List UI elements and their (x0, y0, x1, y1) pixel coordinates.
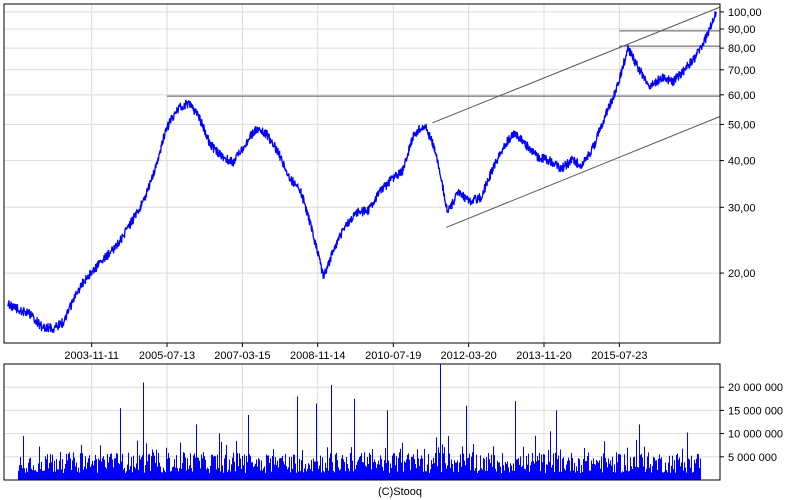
volume-y-tick-label: 15 000 000 (728, 405, 783, 417)
x-tick-label: 2007-03-15 (214, 350, 270, 362)
price-y-tick-label: 30,00 (728, 202, 756, 214)
price-y-tick-label: 50,00 (728, 119, 756, 131)
price-y-tick-label: 90,00 (728, 24, 756, 36)
x-tick-label: 2003-11-11 (64, 350, 119, 362)
x-tick-label: 2008-11-14 (290, 350, 345, 362)
x-axis: 2003-11-11 2005-07-13 2007-03-15 2008-11-14… (64, 343, 647, 362)
volume-y-axis: 5 000 000 10 000 000 15 000 000 20 000 000 (720, 382, 783, 464)
trend-line (445, 116, 721, 228)
x-tick-label: 2012-03-20 (441, 350, 497, 362)
volume-y-tick-label: 20 000 000 (728, 382, 783, 394)
price-y-tick-label: 40,00 (728, 156, 756, 168)
volume-bars (18, 364, 701, 480)
price-panel-frame (3, 3, 721, 344)
trend-line (432, 6, 721, 124)
copyright-footer: (C)Stooq (378, 486, 422, 498)
x-tick-label: 2015-07-23 (591, 350, 647, 362)
x-tick-label: 2013-11-20 (516, 350, 571, 362)
price-trend-lines (167, 6, 721, 228)
volume-y-tick-label: 5 000 000 (728, 452, 777, 464)
volume-panel-frame (3, 363, 721, 481)
x-tick-label: 2005-07-13 (139, 350, 195, 362)
price-y-tick-label: 60,00 (728, 90, 756, 102)
x-tick-label: 2010-07-19 (365, 350, 421, 362)
price-y-tick-label: 80,00 (728, 43, 756, 55)
price-y-tick-label: 20,00 (728, 268, 756, 280)
volume-y-tick-label: 10 000 000 (728, 429, 783, 441)
price-y-tick-label: 70,00 (728, 65, 756, 77)
price-grid (4, 4, 720, 343)
price-y-axis: 20,00 30,00 40,00 50,00 60,00 70,00 80,00 90,00… (720, 7, 762, 280)
price-line (7, 10, 717, 333)
price-y-tick-label: 100,00 (728, 7, 762, 19)
panel-frames (3, 3, 721, 481)
price-series (7, 10, 717, 333)
